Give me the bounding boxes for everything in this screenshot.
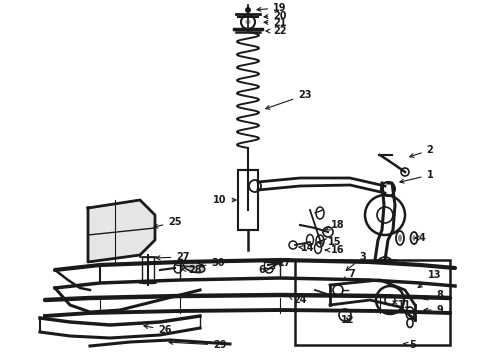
Text: 15: 15 [319,237,342,247]
Text: 16: 16 [325,245,345,255]
Text: 19: 19 [257,3,287,13]
Text: 3: 3 [346,252,367,270]
Bar [264,262,274,268]
Ellipse shape [413,235,416,241]
Text: 11: 11 [393,300,412,310]
Text: 7: 7 [343,269,355,281]
Text: 9: 9 [424,305,443,315]
Text: 24: 24 [288,295,307,305]
Circle shape [245,7,251,13]
Bar [295,260,450,345]
Text: 23: 23 [266,90,312,109]
Text: 1: 1 [400,170,433,183]
Ellipse shape [245,20,251,24]
Ellipse shape [398,234,402,242]
Text: 12: 12 [341,315,355,325]
Text: 8: 8 [424,290,443,300]
Text: 18: 18 [326,220,345,230]
Text: 28: 28 [182,265,202,275]
Text: 20: 20 [264,11,287,21]
Text: 21: 21 [264,18,287,28]
Text: 10: 10 [213,195,236,205]
Text: 29: 29 [169,340,227,350]
Text: 26: 26 [144,325,172,335]
Text: 27: 27 [156,252,190,262]
Text: 4: 4 [415,233,425,243]
Text: 2: 2 [410,145,433,157]
Text: 17: 17 [275,258,292,268]
Text: 5: 5 [404,340,416,350]
Polygon shape [88,200,155,262]
Text: 30: 30 [200,258,225,268]
Text: 13: 13 [418,270,442,288]
Ellipse shape [183,261,205,273]
Text: 22: 22 [266,26,287,36]
Text: 6: 6 [259,265,269,275]
Text: 25: 25 [154,217,182,228]
Text: 14: 14 [298,243,315,253]
Bar [238,170,258,230]
Bar [142,257,154,283]
